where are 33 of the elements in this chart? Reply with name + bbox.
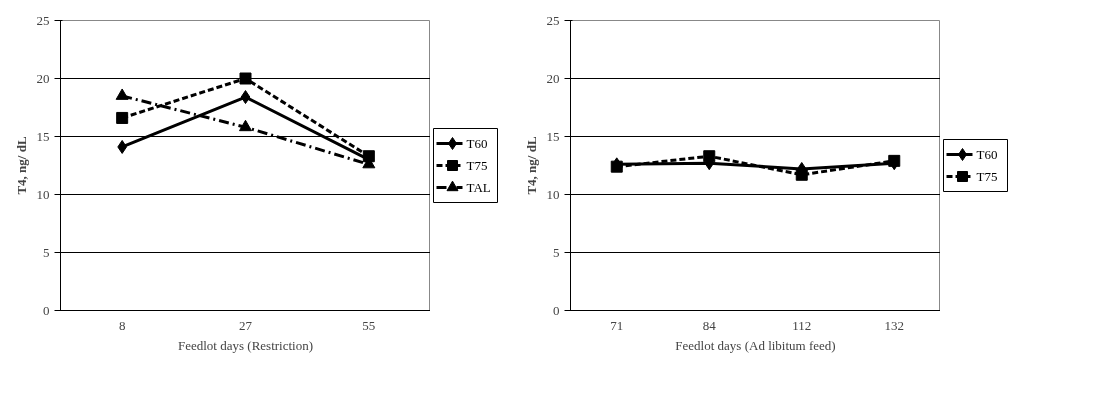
y-tick-label: 15 bbox=[36, 128, 50, 144]
y-tick-label: 5 bbox=[553, 244, 560, 260]
y-tick-label: 0 bbox=[553, 302, 560, 318]
x-tick-label: 84 bbox=[702, 317, 717, 333]
x-tick-label: 8 bbox=[118, 317, 126, 333]
x-axis-title: Feedlot days (Ad libitum feed) bbox=[675, 337, 836, 353]
point bbox=[239, 119, 252, 132]
x-tick-label: 27 bbox=[239, 317, 253, 333]
x-axis-title: Feedlot days (Restriction) bbox=[177, 337, 314, 353]
y-tick-label: 25 bbox=[546, 12, 560, 28]
legend-label: T75 bbox=[466, 158, 488, 173]
point bbox=[115, 88, 129, 100]
x-tick-label: 132 bbox=[884, 317, 904, 333]
x-tick-label: 112 bbox=[792, 317, 812, 333]
legend-label: T60 bbox=[466, 136, 488, 151]
y-tick-label: 0 bbox=[43, 302, 50, 318]
y-tick-label: 10 bbox=[546, 186, 560, 202]
y-tick-label: 20 bbox=[546, 70, 560, 86]
point bbox=[240, 90, 251, 105]
legend-label: T75 bbox=[976, 169, 998, 184]
point bbox=[239, 72, 252, 85]
point bbox=[116, 111, 129, 124]
legend-label: T60 bbox=[976, 147, 998, 162]
x-tick-label: 55 bbox=[362, 317, 376, 333]
y-tick-label: 10 bbox=[36, 186, 50, 202]
y-tick-label: 5 bbox=[43, 244, 50, 260]
y-tick-label: 20 bbox=[36, 70, 50, 86]
y-tick-label: 15 bbox=[546, 128, 560, 144]
y-axis-title: T4, ng/ dL bbox=[523, 136, 539, 195]
y-axis-title: T4, ng/ dL bbox=[13, 136, 29, 195]
y-tick-label: 25 bbox=[36, 12, 50, 28]
x-tick-label: 71 bbox=[610, 317, 624, 333]
legend-label: TAL bbox=[466, 180, 491, 195]
